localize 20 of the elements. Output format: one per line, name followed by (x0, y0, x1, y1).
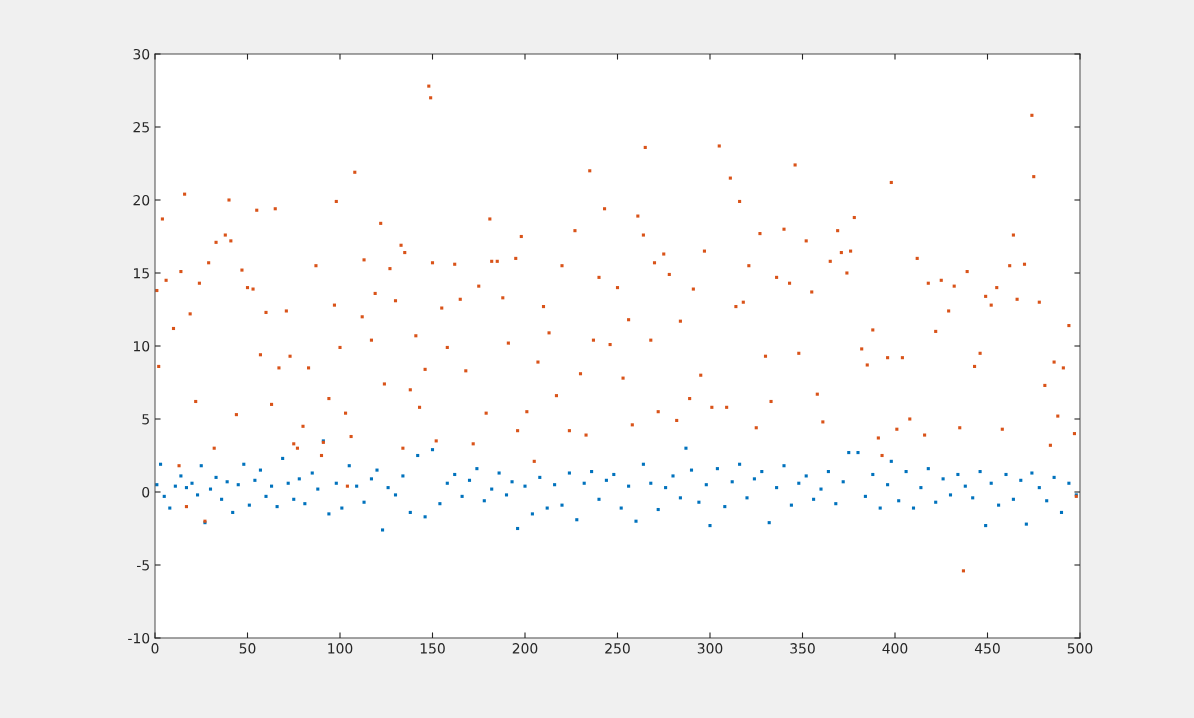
x-tick-label: 350 (790, 643, 815, 654)
x-tick-label: 400 (882, 643, 908, 654)
x-tick-label: 250 (605, 643, 630, 654)
y-tick-label: 10 (133, 340, 150, 352)
x-tick-label: 0 (151, 643, 159, 654)
y-tick-label: 5 (142, 414, 149, 425)
y-tick-label: 0 (142, 486, 150, 498)
x-tick-label: 500 (1067, 643, 1093, 654)
x-tick-label: 450 (974, 643, 1000, 654)
x-tick-label: 300 (697, 643, 723, 654)
x-tick-label: 150 (420, 643, 445, 654)
y-tick-label: -5 (136, 560, 149, 571)
x-tick-label: 50 (239, 643, 256, 654)
y-tick-label: 30 (133, 48, 150, 60)
x-tick-label: 200 (512, 643, 538, 654)
y-tick-label: 25 (133, 121, 149, 133)
y-tick-label: 20 (133, 194, 150, 206)
y-tick-label: -10 (128, 632, 150, 644)
x-tick-label: 100 (328, 643, 353, 654)
y-tick-label: 15 (133, 268, 149, 279)
